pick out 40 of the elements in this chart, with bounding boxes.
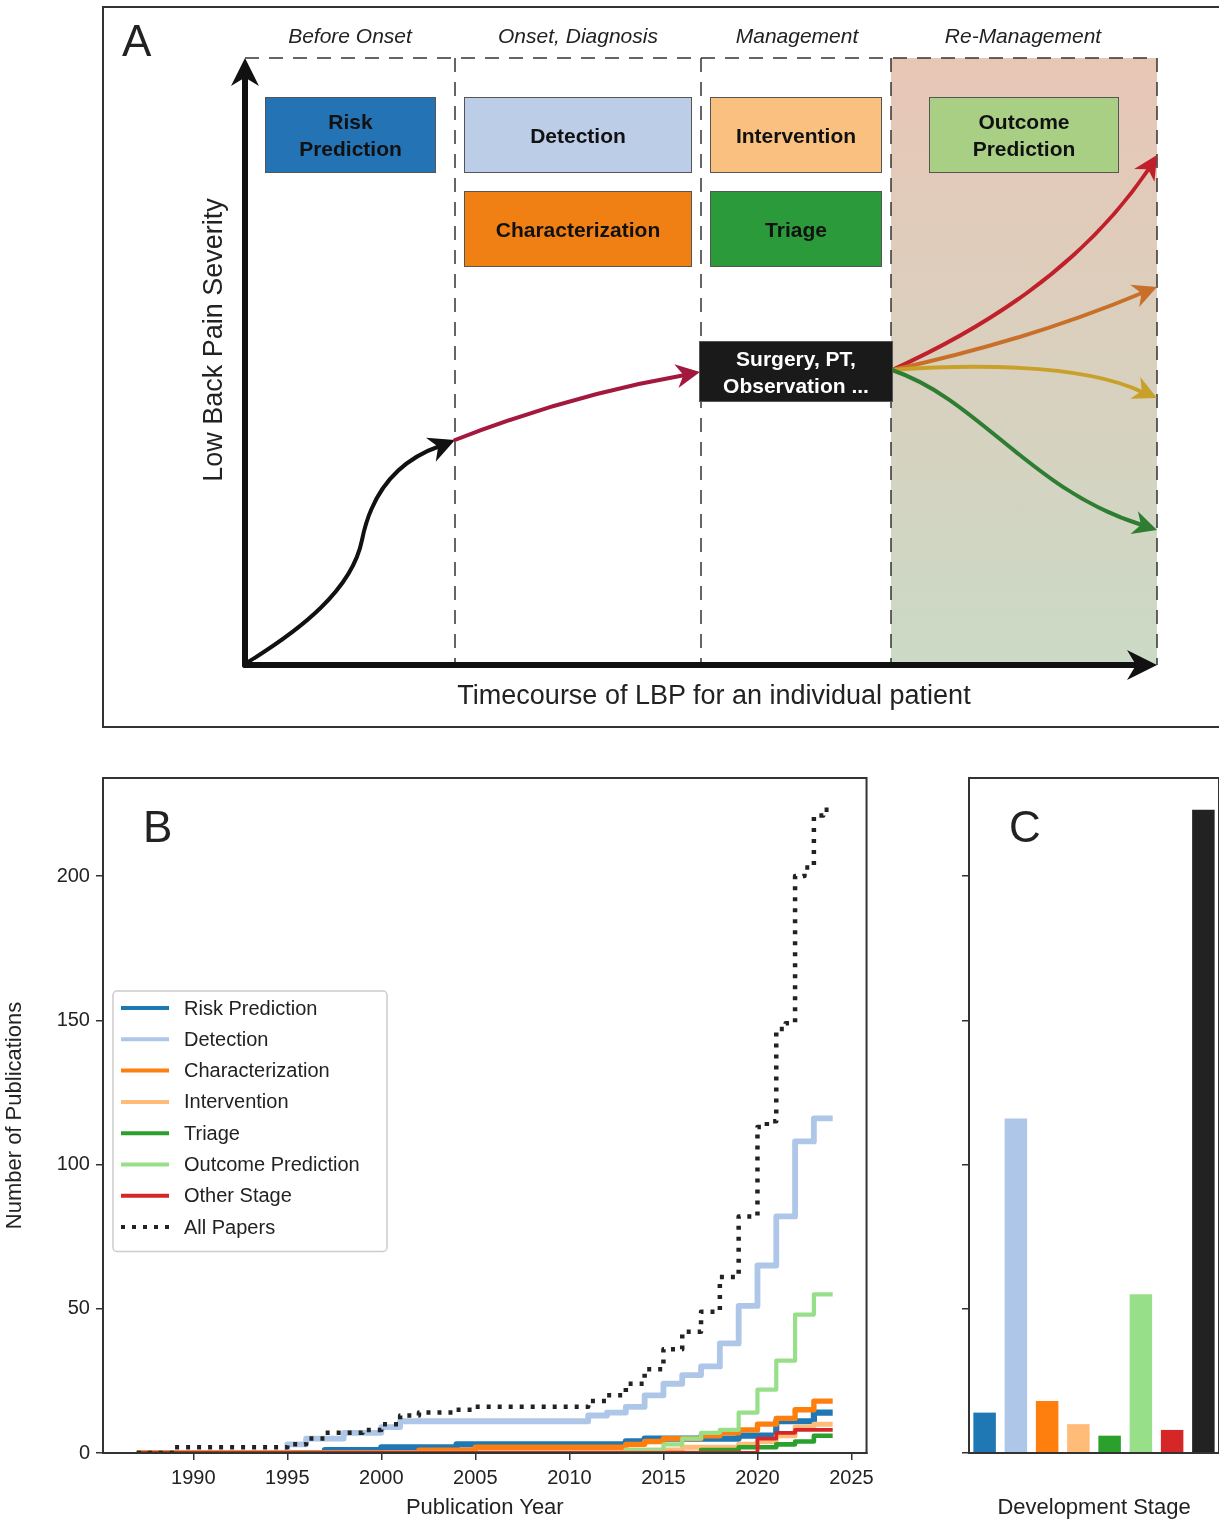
text: Onset, Diagnosis (498, 24, 658, 48)
text: B (143, 802, 173, 852)
x-tick-label: 1990 (171, 1465, 216, 1488)
text: C (1009, 802, 1041, 852)
legend-label: Triage (184, 1121, 240, 1144)
text: Timecourse of LBP for an individual patient (457, 679, 971, 711)
text: Low Back Pain Severity (197, 198, 229, 482)
x-tick-label: 2005 (453, 1465, 498, 1488)
x-axis-title: Publication Year (405, 1493, 564, 1519)
y-tick-label: 100 (56, 1152, 90, 1175)
y-axis-title: Number of Publications (1, 1001, 27, 1230)
legend-label: Characterization (184, 1059, 330, 1082)
y-tick-label: 150 (56, 1007, 90, 1030)
x-tick-label: 2015 (641, 1465, 686, 1488)
text: Risk Prediction (265, 97, 436, 173)
text: Before Onset (288, 24, 412, 48)
x-tick-label: 2010 (547, 1465, 592, 1488)
legend-label: Detection (184, 1027, 269, 1050)
text: Intervention (710, 97, 882, 173)
y-tick-label: 0 (78, 1440, 90, 1463)
y-tick-label: 50 (67, 1296, 90, 1319)
x-tick-label: 1995 (265, 1465, 310, 1488)
x-tick-label: 2020 (735, 1465, 780, 1488)
text: Outcome Prediction (929, 97, 1119, 173)
x-axis-title: Development Stage (997, 1493, 1191, 1519)
text: A (122, 16, 152, 66)
text: Re-Management (944, 24, 1102, 48)
legend-label: Intervention (184, 1090, 289, 1113)
text: Triage (710, 191, 882, 267)
text: Surgery, PT, Observation ... (699, 341, 893, 402)
y-tick-label: 200 (56, 863, 90, 886)
legend-label: All Papers (184, 1215, 276, 1238)
text: Characterization (464, 191, 692, 267)
text: Detection (464, 97, 692, 173)
legend-label: Other Stage (184, 1184, 292, 1207)
legend-label: Risk Prediction (184, 996, 318, 1019)
legend-label: Outcome Prediction (184, 1153, 360, 1176)
text: Management (735, 24, 859, 48)
x-tick-label: 2025 (829, 1465, 874, 1488)
x-tick-label: 2000 (359, 1465, 404, 1488)
